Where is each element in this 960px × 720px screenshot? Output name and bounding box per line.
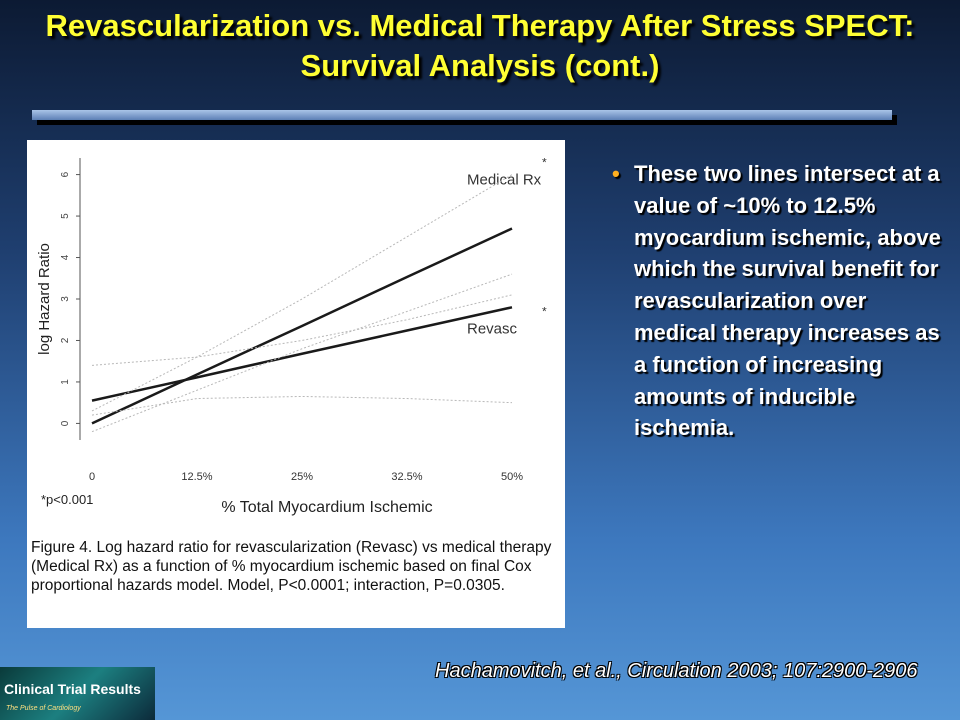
series-line bbox=[91, 227, 513, 425]
y-axis-title: log Hazard Ratio bbox=[36, 243, 53, 355]
caption: Figure 4. Log hazard ratio for revascula… bbox=[31, 539, 552, 594]
y-tick-label: 5 bbox=[60, 213, 71, 219]
x-tick-label: 32.5% bbox=[391, 471, 422, 483]
citation: Hachamovitch, et al., Circulation 2003; … bbox=[435, 660, 918, 682]
significance-mark: * bbox=[542, 156, 547, 170]
slide-title: Revascularization vs. Medical Therapy Af… bbox=[45, 8, 915, 83]
ci-line bbox=[91, 174, 513, 412]
x-tick-label: 25% bbox=[291, 471, 313, 483]
y-tick-label: 3 bbox=[60, 296, 71, 302]
y-tick-label: 0 bbox=[60, 420, 71, 426]
ci-line bbox=[91, 395, 513, 416]
series-label: Revasc bbox=[467, 320, 518, 337]
series-label: Medical Rx bbox=[467, 172, 542, 189]
logo-title: Clinical Trial Results bbox=[4, 681, 141, 697]
x-tick-label: 50% bbox=[501, 471, 523, 483]
x-tick-label: 0 bbox=[89, 471, 95, 483]
ci-line bbox=[91, 273, 513, 433]
x-axis-title: % Total Myocardium Ischemic bbox=[221, 499, 432, 516]
chart: 0 1 2 3 4 5 6 log Hazard Ratio 0 12.5% 25% 32.5% 50%… bbox=[36, 156, 547, 517]
y-tick-label: 2 bbox=[60, 337, 71, 343]
y-tick-label: 4 bbox=[60, 254, 71, 260]
series-line bbox=[91, 306, 513, 402]
x-tick-label: 12.5% bbox=[181, 471, 212, 483]
figure: 0 1 2 3 4 5 6 log Hazard Ratio 0 12.5% 25% 32.5% 50%… bbox=[27, 140, 565, 628]
annotation: *p<0.001 bbox=[41, 492, 93, 507]
logo: Clinical Trial Results The Pulse of Card… bbox=[0, 667, 155, 720]
y-tick-label: 6 bbox=[60, 171, 71, 177]
logo-tagline: The Pulse of Cardiology bbox=[6, 705, 81, 712]
significance-mark: * bbox=[542, 304, 547, 318]
y-tick-label: 1 bbox=[60, 379, 71, 385]
divider bbox=[32, 110, 892, 120]
bullet: These two lines intersect at a value of … bbox=[612, 158, 949, 444]
